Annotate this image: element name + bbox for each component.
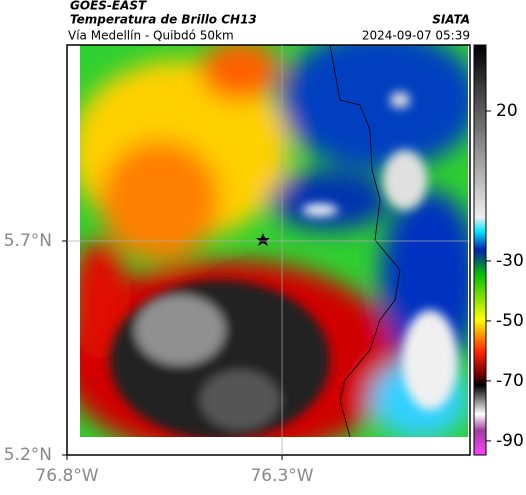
colorbar-label: -30 [496,251,524,271]
route: Vía Medellín - Quibdó 50km [68,29,234,43]
product: Temperatura de Brillo CH13 [70,13,257,27]
colorbar-label: 20 [496,101,518,121]
lon-label: 76.8°W [35,466,98,486]
lat-label: 5.7°N [4,231,52,251]
map-frame [66,44,471,456]
colorbar [473,44,487,456]
satellite-image [80,45,468,437]
lat-label: 5.2°N [4,445,52,465]
source: SIATA [432,13,470,27]
lon-label: 76.3°W [250,466,313,486]
location-marker [256,233,270,246]
colorbar-label: -50 [496,311,524,331]
satellite: GOES-EAST [70,0,147,13]
timestamp: 2024-09-07 05:39 [362,29,470,43]
colorbar-label: -90 [496,431,524,451]
colorbar-label: -70 [496,371,524,391]
boundary [329,44,401,438]
